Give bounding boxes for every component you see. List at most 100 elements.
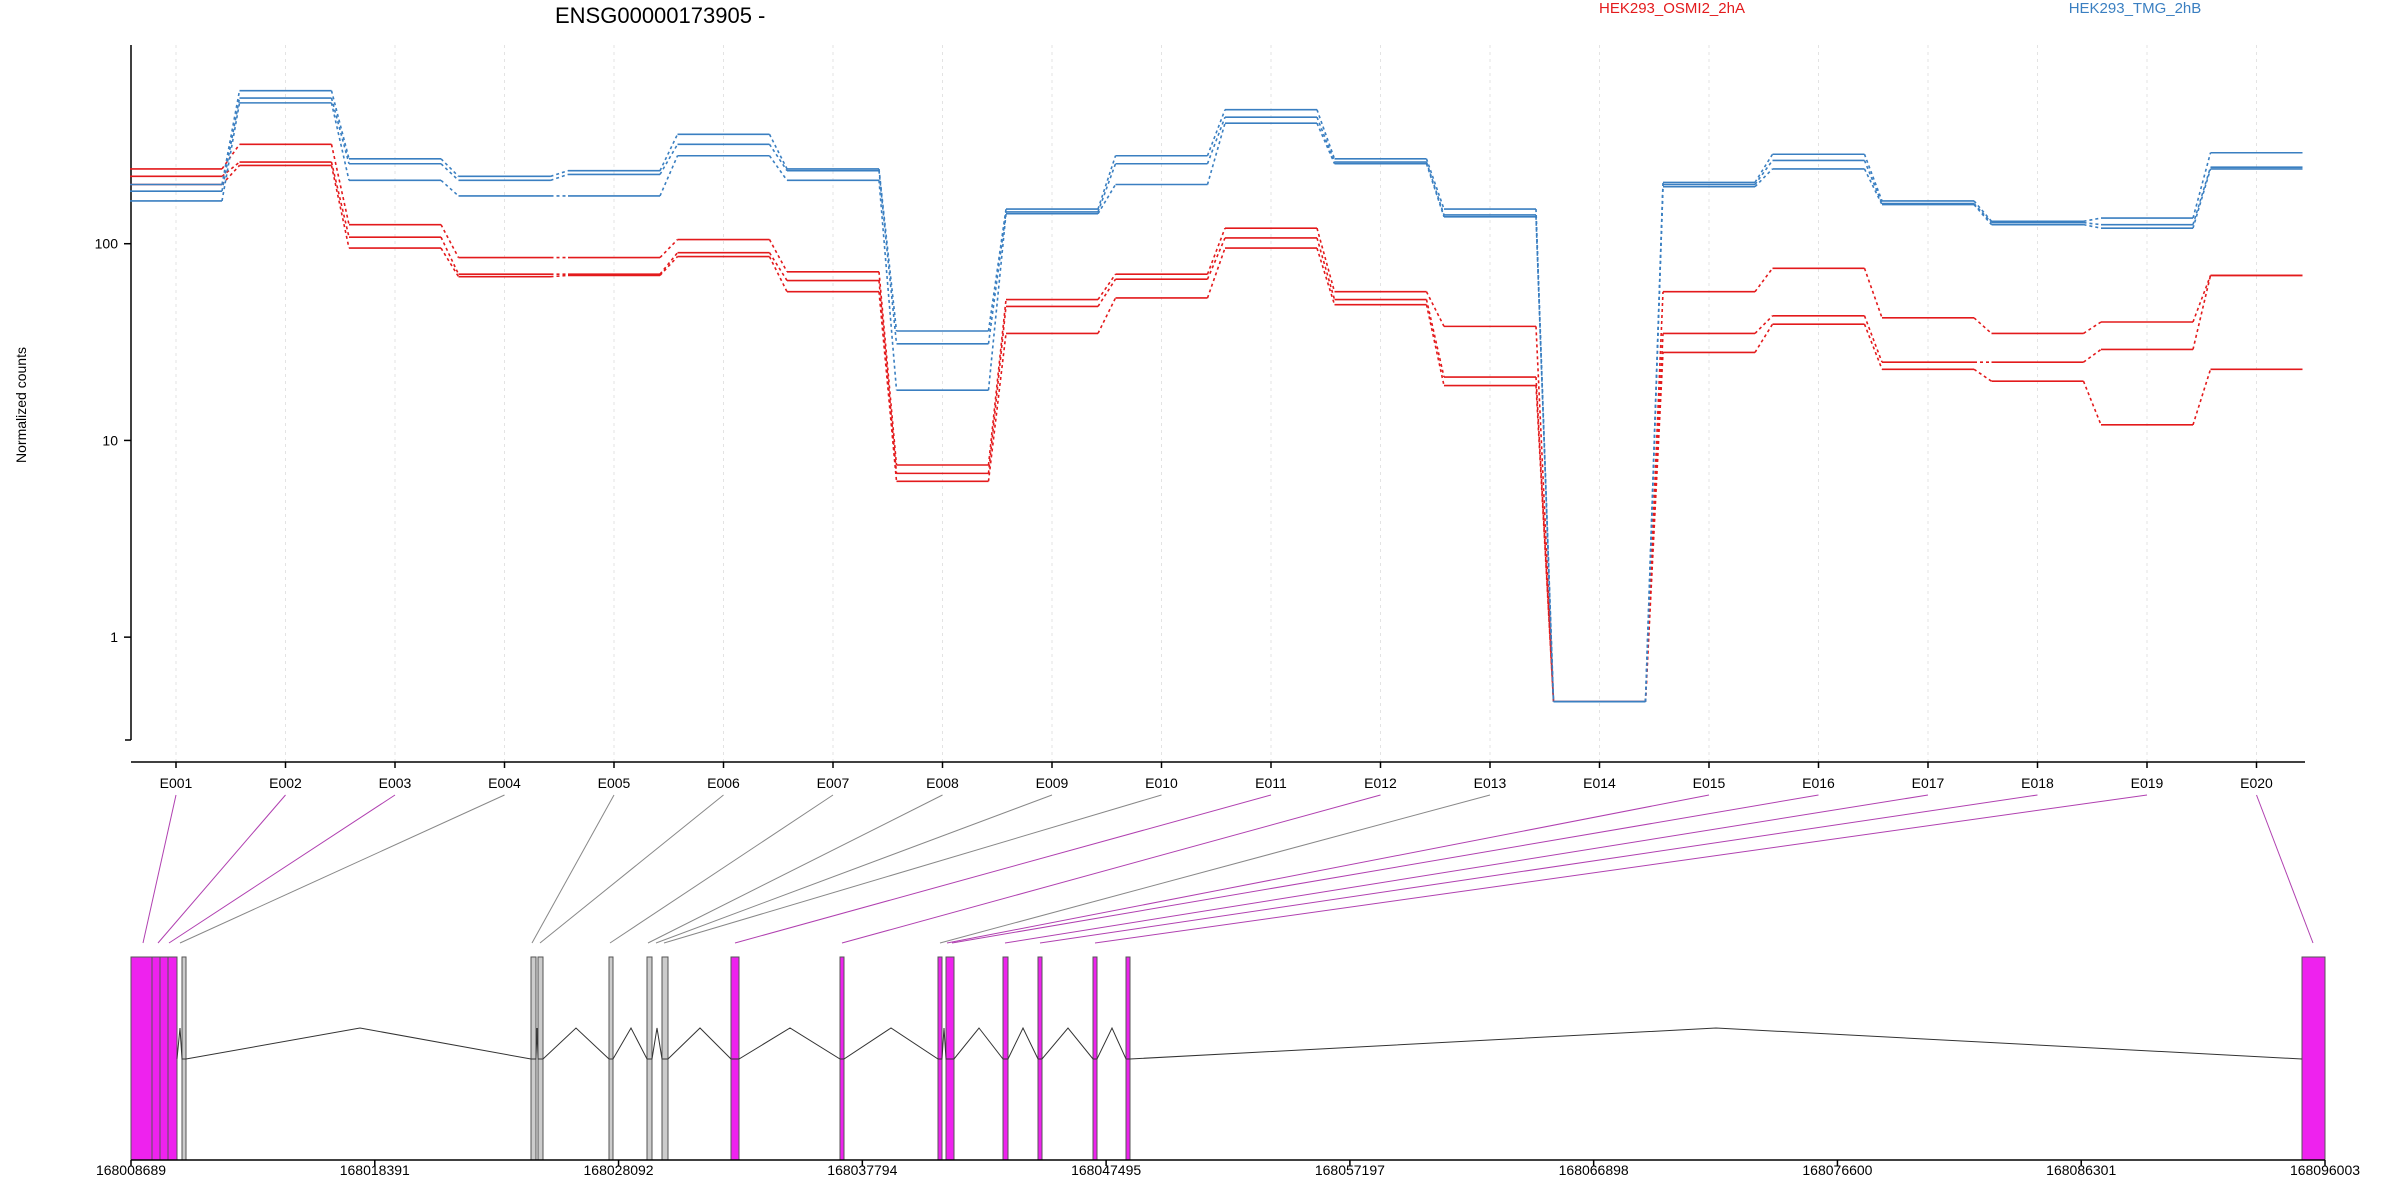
transition-segment — [1973, 204, 1993, 226]
connector-line — [2256, 794, 2314, 944]
transition-segment — [2083, 217, 2102, 223]
x-tick-label-e011: E011 — [1255, 775, 1287, 791]
transition-segment — [440, 236, 460, 275]
transition-segment — [1754, 323, 1774, 353]
connector-line — [179, 794, 505, 944]
y-tick-label: 1 — [110, 629, 118, 645]
transition-segment — [878, 170, 898, 344]
transition-segment — [659, 252, 679, 275]
transition-segment — [1863, 268, 1883, 319]
x-tick-label-e014: E014 — [1583, 775, 1616, 791]
transition-segment — [1425, 291, 1445, 327]
coord-tick-label: 168047495 — [1071, 1162, 1141, 1178]
transition-segment — [1425, 299, 1445, 378]
gene-model — [130, 956, 2326, 1161]
transition-segment — [440, 224, 460, 258]
transition-segment — [1206, 109, 1226, 157]
x-tick-label-e002: E002 — [269, 775, 302, 791]
transition-segment — [330, 90, 350, 160]
connector-line — [1094, 794, 2148, 944]
coord-tick-label: 168096003 — [2290, 1162, 2360, 1178]
transition-segment — [330, 144, 350, 225]
connector-line — [647, 794, 943, 944]
transition-segment — [1863, 315, 1883, 363]
x-tick-label-e013: E013 — [1474, 775, 1507, 791]
transition-segment — [987, 211, 1007, 344]
transition-segment — [2192, 369, 2212, 426]
connector-line — [1039, 794, 2038, 944]
transition-segment — [440, 158, 460, 177]
transition-segment — [1316, 116, 1336, 163]
coord-tick-label: 168076600 — [1802, 1162, 1872, 1178]
legend-entry-osmi2: HEK293_OSMI2_2hA — [1599, 0, 1745, 17]
transition-segment — [768, 133, 788, 170]
genomic-coordinate-axis: 168008689 168018391 168028092 168037794 1680… — [96, 1159, 2360, 1178]
connector-line — [951, 794, 1819, 944]
coord-tick-label: 168018391 — [340, 1162, 410, 1178]
x-tick-label-e005: E005 — [598, 775, 631, 791]
series-4 — [130, 89, 2303, 703]
transition-segment — [440, 163, 460, 181]
transition-segment — [987, 208, 1007, 332]
transition-segment — [1644, 352, 1664, 702]
transition-segment — [1535, 377, 1555, 702]
coord-tick-label: 168057197 — [1315, 1162, 1385, 1178]
transition-segment — [221, 102, 241, 202]
exon-block — [2301, 956, 2326, 1161]
transition-segment — [2192, 275, 2212, 323]
transition-segment — [1316, 122, 1336, 165]
transition-segment — [768, 256, 788, 293]
y-axis-label: Normalized counts — [13, 347, 29, 463]
transition-segment — [221, 161, 241, 177]
transition-segment — [987, 333, 1007, 482]
coord-tick-label: 168008689 — [96, 1162, 166, 1178]
transition-segment — [1206, 237, 1226, 280]
transition-segment — [768, 143, 788, 172]
coord-tick-label: 168037794 — [827, 1162, 897, 1178]
transition-segment — [221, 143, 241, 170]
x-tick-label-e017: E017 — [1912, 775, 1945, 791]
series-1 — [130, 143, 2303, 703]
x-tick-label-e003: E003 — [379, 775, 412, 791]
series-2 — [130, 161, 2303, 703]
x-tick-label-e018: E018 — [2021, 775, 2054, 791]
legend-entry-tmg: HEK293_TMG_2hB — [2069, 0, 2202, 17]
transition-segment — [440, 179, 460, 197]
connector-line — [939, 794, 1491, 944]
transition-segment — [1973, 317, 1993, 334]
transition-segment — [2192, 152, 2212, 219]
connector-line — [609, 794, 834, 944]
transition-segment — [659, 133, 679, 172]
coord-tick-label: 168066898 — [1559, 1162, 1629, 1178]
transition-segment — [878, 291, 898, 482]
connector-line — [655, 794, 1053, 944]
x-tick-label-e010: E010 — [1145, 775, 1178, 791]
y-tick-label: 10 — [102, 432, 118, 448]
connector-line — [168, 794, 396, 944]
transition-segment — [1644, 186, 1664, 702]
connector-line — [531, 794, 615, 944]
transition-segment — [1097, 163, 1117, 213]
transition-segment — [330, 97, 350, 164]
connector-line — [1004, 794, 1929, 944]
exon-block — [130, 956, 153, 1161]
transition-segment — [2083, 221, 2102, 226]
series-5 — [130, 97, 2303, 703]
transition-segment — [1535, 385, 1555, 702]
transition-segment — [221, 97, 241, 192]
transition-segment — [330, 161, 350, 238]
transition-segment — [1316, 227, 1336, 292]
exon-block — [167, 956, 178, 1161]
transition-segment — [1863, 168, 1883, 205]
transition-segment — [768, 239, 788, 273]
transition-segment — [2192, 275, 2212, 350]
transition-segment — [1097, 297, 1117, 334]
transition-segment — [659, 256, 679, 276]
transition-segment — [1316, 247, 1336, 305]
transition-segment — [1973, 203, 1993, 224]
coord-tick-label: 168086301 — [2046, 1162, 2116, 1178]
exon-connector-lines — [142, 794, 2314, 944]
transition-segment — [1973, 200, 1993, 222]
